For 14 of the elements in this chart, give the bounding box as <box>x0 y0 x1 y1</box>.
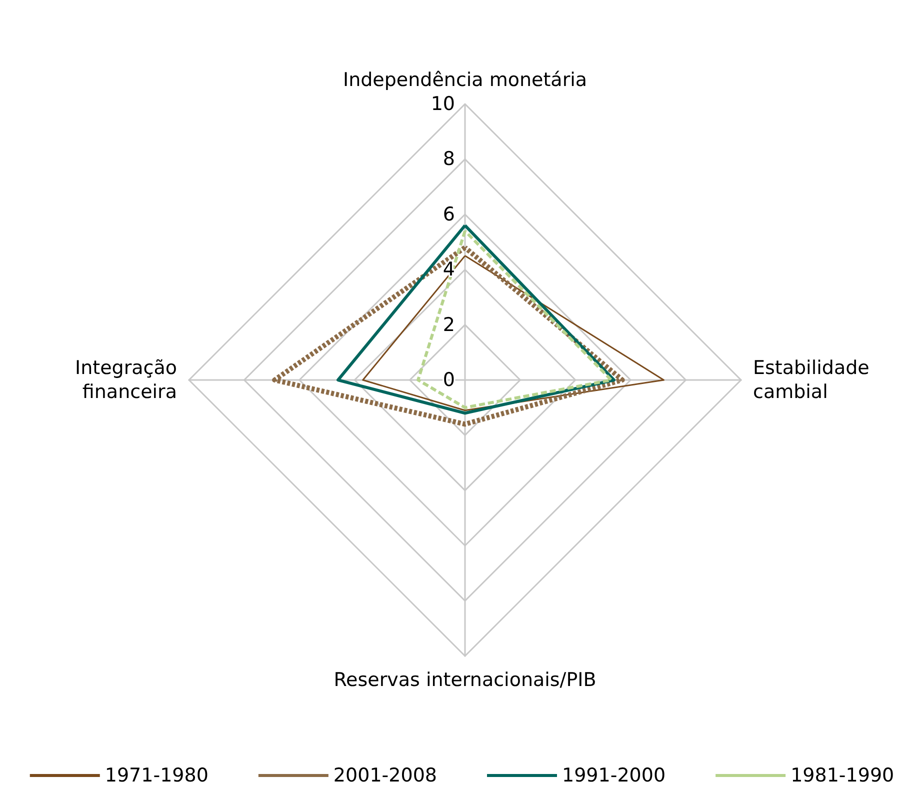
spoke-label: Independência monetária <box>342 69 588 91</box>
legend-label: 2001-2008 <box>333 764 438 786</box>
legend-label: 1991-2000 <box>562 764 666 786</box>
spoke-label: Reservas internacionais/PIB <box>334 669 596 691</box>
spoke-label: Integração financeira <box>74 357 177 403</box>
y-tick-label: 2 <box>442 314 455 336</box>
y-tick-label: 10 <box>430 93 455 115</box>
legend-label: 1981-1990 <box>790 764 894 786</box>
y-tick-label: 4 <box>442 258 455 281</box>
y-tick-label: 0 <box>442 369 455 391</box>
y-tick-label: 8 <box>442 148 455 170</box>
spoke-label: Estabilidade cambial <box>753 357 870 403</box>
y-tick-label: 6 <box>442 203 455 226</box>
legend-label: 1971-1980 <box>104 764 208 786</box>
